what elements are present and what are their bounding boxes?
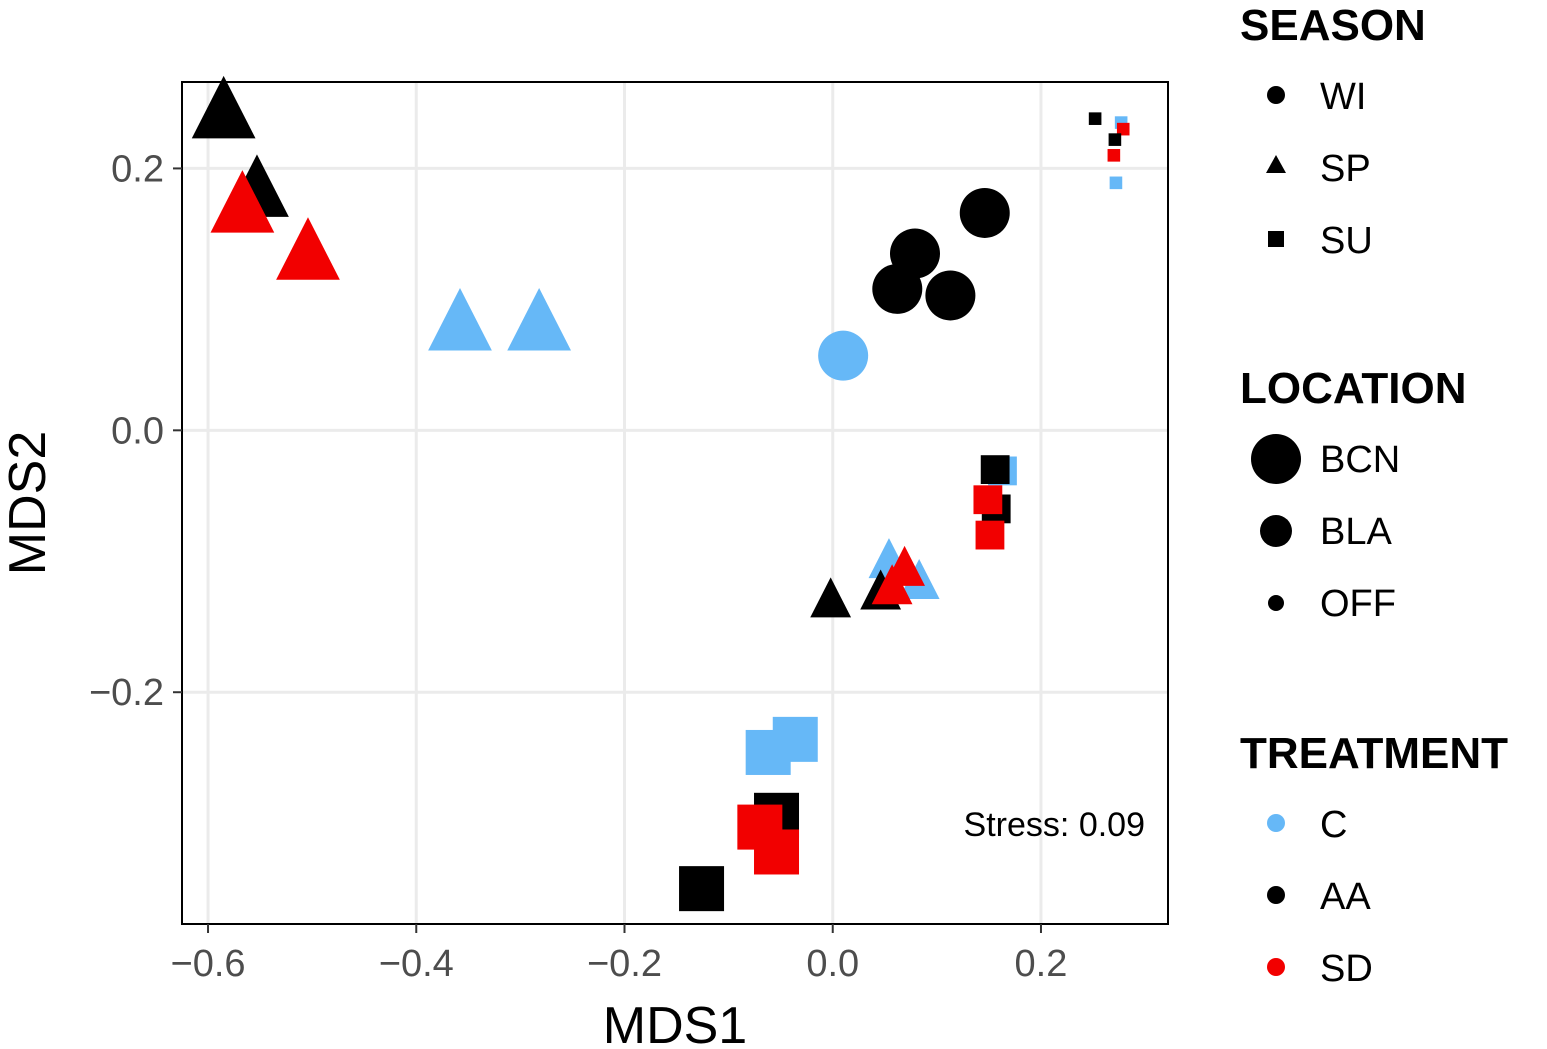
legend-treatment-aa-label: AA	[1320, 876, 1371, 918]
data-point-su-off-sd	[1116, 122, 1130, 136]
data-point-wi-bcn-aa	[959, 187, 1010, 238]
x-tick-label: 0.2	[1015, 943, 1068, 985]
legend-season-wi-key	[1267, 86, 1285, 104]
legend-season-wi-label: WI	[1320, 76, 1366, 118]
legend-treatment-c-key	[1267, 814, 1285, 832]
y-tick-label: −0.2	[89, 672, 164, 714]
legend-treatment-aa-key	[1267, 886, 1285, 904]
data-point-sp-bla-sd	[871, 564, 913, 605]
data-point-wi-bcn-aa	[925, 270, 976, 321]
x-tick-label: −0.6	[171, 943, 246, 985]
data-point-su-bla-sd	[975, 520, 1005, 550]
data-point-su-bcn-c	[745, 729, 791, 775]
stress-value: 0.09	[1079, 806, 1145, 844]
data-point-sp-bcn-sd	[276, 217, 340, 280]
x-axis-title: MDS1	[603, 997, 747, 1049]
grid-lines	[182, 82, 1168, 924]
legend-location: LOCATION BCN BLA OFF	[1240, 364, 1467, 625]
x-tick-label: 0.0	[806, 943, 859, 985]
data-point-su-off-sd	[1107, 149, 1121, 162]
stress-annotation: Stress: 0.09	[964, 806, 1145, 844]
legend-season-sp-label: SP	[1320, 148, 1371, 190]
legend-location-bcn-label: BCN	[1320, 439, 1400, 481]
data-point-sp-bcn-c	[507, 288, 572, 351]
data-point-sp-bla-aa	[810, 577, 852, 618]
legend-location-bla-label: BLA	[1320, 511, 1392, 553]
panel-border	[181, 81, 1169, 925]
x-tick-label: −0.4	[379, 943, 454, 985]
legend-treatment-title: TREATMENT	[1240, 729, 1508, 778]
legend-season-title: SEASON	[1240, 1, 1426, 50]
data-point-su-off-c	[1109, 176, 1123, 190]
legend-season-sp-key	[1266, 155, 1286, 173]
legend-treatment-sd-label: SD	[1320, 948, 1373, 990]
y-tick-label: 0.2	[111, 148, 164, 190]
data-point-sp-bcn-aa	[191, 75, 256, 139]
legend-season-su-key	[1268, 231, 1284, 247]
data-point-sp-bcn-c	[428, 288, 492, 351]
data-point-su-bla-sd	[973, 485, 1003, 515]
x-tick-label: −0.2	[587, 943, 662, 985]
legend-location-bcn-key	[1251, 434, 1301, 484]
data-point-su-bcn-sd	[754, 829, 800, 875]
data-point-su-off-aa	[1108, 133, 1122, 146]
legend-location-bla-key	[1260, 515, 1292, 547]
legend-location-off-label: OFF	[1320, 583, 1396, 625]
data-point-wi-bcn-c	[818, 330, 869, 381]
y-tick-label: 0.0	[111, 410, 164, 452]
data-point-su-bla-aa	[980, 455, 1010, 485]
stress-label: Stress:	[964, 806, 1070, 844]
legend-treatment-sd-key	[1267, 958, 1285, 976]
axis-ticks: −0.6 −0.4 −0.2 0.0 0.2 −0.2 0.0 0.2	[89, 148, 1067, 985]
data-point-wi-bcn-aa	[872, 263, 923, 314]
data-points	[191, 75, 1130, 912]
data-point-su-bcn-aa	[679, 866, 725, 912]
y-axis-title: MDS2	[0, 431, 57, 575]
legend-season: SEASON WI SP SU	[1240, 1, 1426, 262]
legend-treatment: TREATMENT C AA SD	[1240, 729, 1508, 990]
data-point-sp-bcn-sd	[210, 170, 275, 233]
data-point-su-off-aa	[1088, 112, 1102, 125]
legend-location-off-key	[1268, 595, 1284, 611]
legend-location-title: LOCATION	[1240, 364, 1467, 413]
legend-season-su-label: SU	[1320, 220, 1373, 262]
legend-treatment-c-label: C	[1320, 804, 1347, 846]
